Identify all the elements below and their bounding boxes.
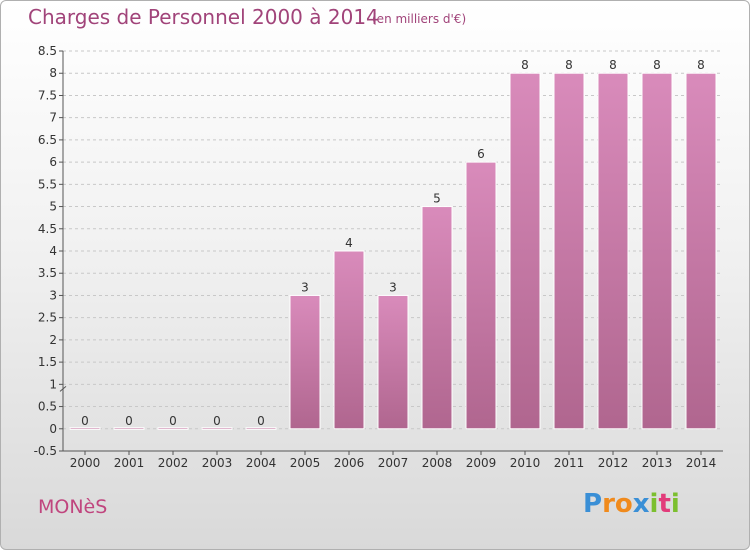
bar-2006	[333, 250, 365, 430]
y-tick-label: -0.5	[34, 444, 57, 458]
bar-2005	[289, 294, 321, 430]
data-label-2001: 0	[125, 414, 133, 428]
data-label-2003: 0	[213, 414, 221, 428]
data-label-2014: 8	[697, 58, 705, 72]
bar-2003	[201, 427, 233, 430]
axis-layer: -0.5 0 0.5 1 1.5 2 2.5 3 3.5 4 4.5 5 5.5 6 6.5 7 7.5 8 8.5…	[34, 44, 723, 470]
brand-logo: Proxiti	[583, 489, 680, 519]
y-tick-label: 4	[49, 244, 57, 258]
y-tick-label: 7	[49, 111, 57, 125]
x-tick-label: 2005	[290, 456, 321, 470]
bar-2001	[113, 427, 145, 430]
brand-letter: P	[583, 489, 603, 519]
data-label-2013: 8	[653, 58, 661, 72]
x-tick-label: 2004	[246, 456, 277, 470]
bar-2013	[641, 72, 673, 430]
y-tick-label: 5	[49, 200, 57, 214]
bar-2004	[245, 427, 277, 430]
x-tick-label: 2000	[70, 456, 101, 470]
data-label-2002: 0	[169, 414, 177, 428]
x-tick-label: 2007	[378, 456, 409, 470]
label-layer: 0 0 0 0 0 3 4 3 5 6 8 8 8 8 8	[81, 58, 705, 428]
data-label-2000: 0	[81, 414, 89, 428]
x-tick-label: 2008	[422, 456, 453, 470]
y-tick-label: 8.5	[38, 44, 57, 58]
y-tick-label: 6.5	[38, 133, 57, 147]
data-label-2010: 8	[521, 58, 529, 72]
data-label-2007: 3	[389, 280, 397, 294]
data-label-2009: 6	[477, 147, 485, 161]
x-tick-label: 2012	[598, 456, 629, 470]
y-tick-label: 2	[49, 333, 57, 347]
bar-2011	[553, 72, 585, 430]
y-tick-label: 6	[49, 155, 57, 169]
y-tick-label: 3	[49, 288, 57, 302]
data-label-2008: 5	[433, 192, 441, 206]
y-tick-label: 3.5	[38, 266, 57, 280]
y-tick-label: 7.5	[38, 88, 57, 102]
bar-2010	[509, 72, 541, 430]
bar-2012	[597, 72, 629, 430]
x-tick-label: 2011	[554, 456, 585, 470]
x-tick-label: 2002	[158, 456, 189, 470]
bar-2009	[465, 161, 497, 430]
bar-2007	[377, 294, 409, 430]
y-tick-label: 0	[49, 422, 57, 436]
brand-letter: r	[602, 489, 615, 519]
axis-break-mark	[59, 385, 67, 392]
data-label-2005: 3	[301, 280, 309, 294]
y-tick-label: 4.5	[38, 222, 57, 236]
x-tick-label: 2003	[202, 456, 233, 470]
brand-letter: o	[614, 489, 633, 519]
data-label-2006: 4	[345, 236, 353, 250]
y-tick-label: 8	[49, 66, 57, 80]
chart-subtitle: (en milliers d'€)	[372, 12, 467, 26]
brand-letter: t	[658, 489, 671, 519]
x-tick-label: 2013	[642, 456, 673, 470]
y-tick-label: 0.5	[38, 400, 57, 414]
y-tick-label: 2.5	[38, 311, 57, 325]
bar-2000	[69, 427, 101, 430]
y-tick-label: 1	[49, 377, 57, 391]
x-tick-label: 2009	[466, 456, 497, 470]
bar-2002	[157, 427, 189, 430]
brand-letter: x	[632, 489, 650, 519]
x-tick-label: 2010	[510, 456, 541, 470]
bar-2014	[685, 72, 717, 430]
brand-letter: i	[670, 489, 680, 519]
commune-name: MONèS	[38, 496, 108, 518]
x-tick-label: 2001	[114, 456, 145, 470]
data-label-2004: 0	[257, 414, 265, 428]
chart-title: Charges de Personnel 2000 à 2014	[28, 5, 379, 29]
brand-letter: i	[649, 489, 659, 519]
data-label-2011: 8	[565, 58, 573, 72]
data-label-2012: 8	[609, 58, 617, 72]
y-tick-label: 5.5	[38, 177, 57, 191]
y-tick-label: 1.5	[38, 355, 57, 369]
x-tick-label: 2014	[686, 456, 717, 470]
bar-layer	[69, 72, 717, 430]
bar-2008	[421, 206, 453, 430]
x-tick-label: 2006	[334, 456, 365, 470]
